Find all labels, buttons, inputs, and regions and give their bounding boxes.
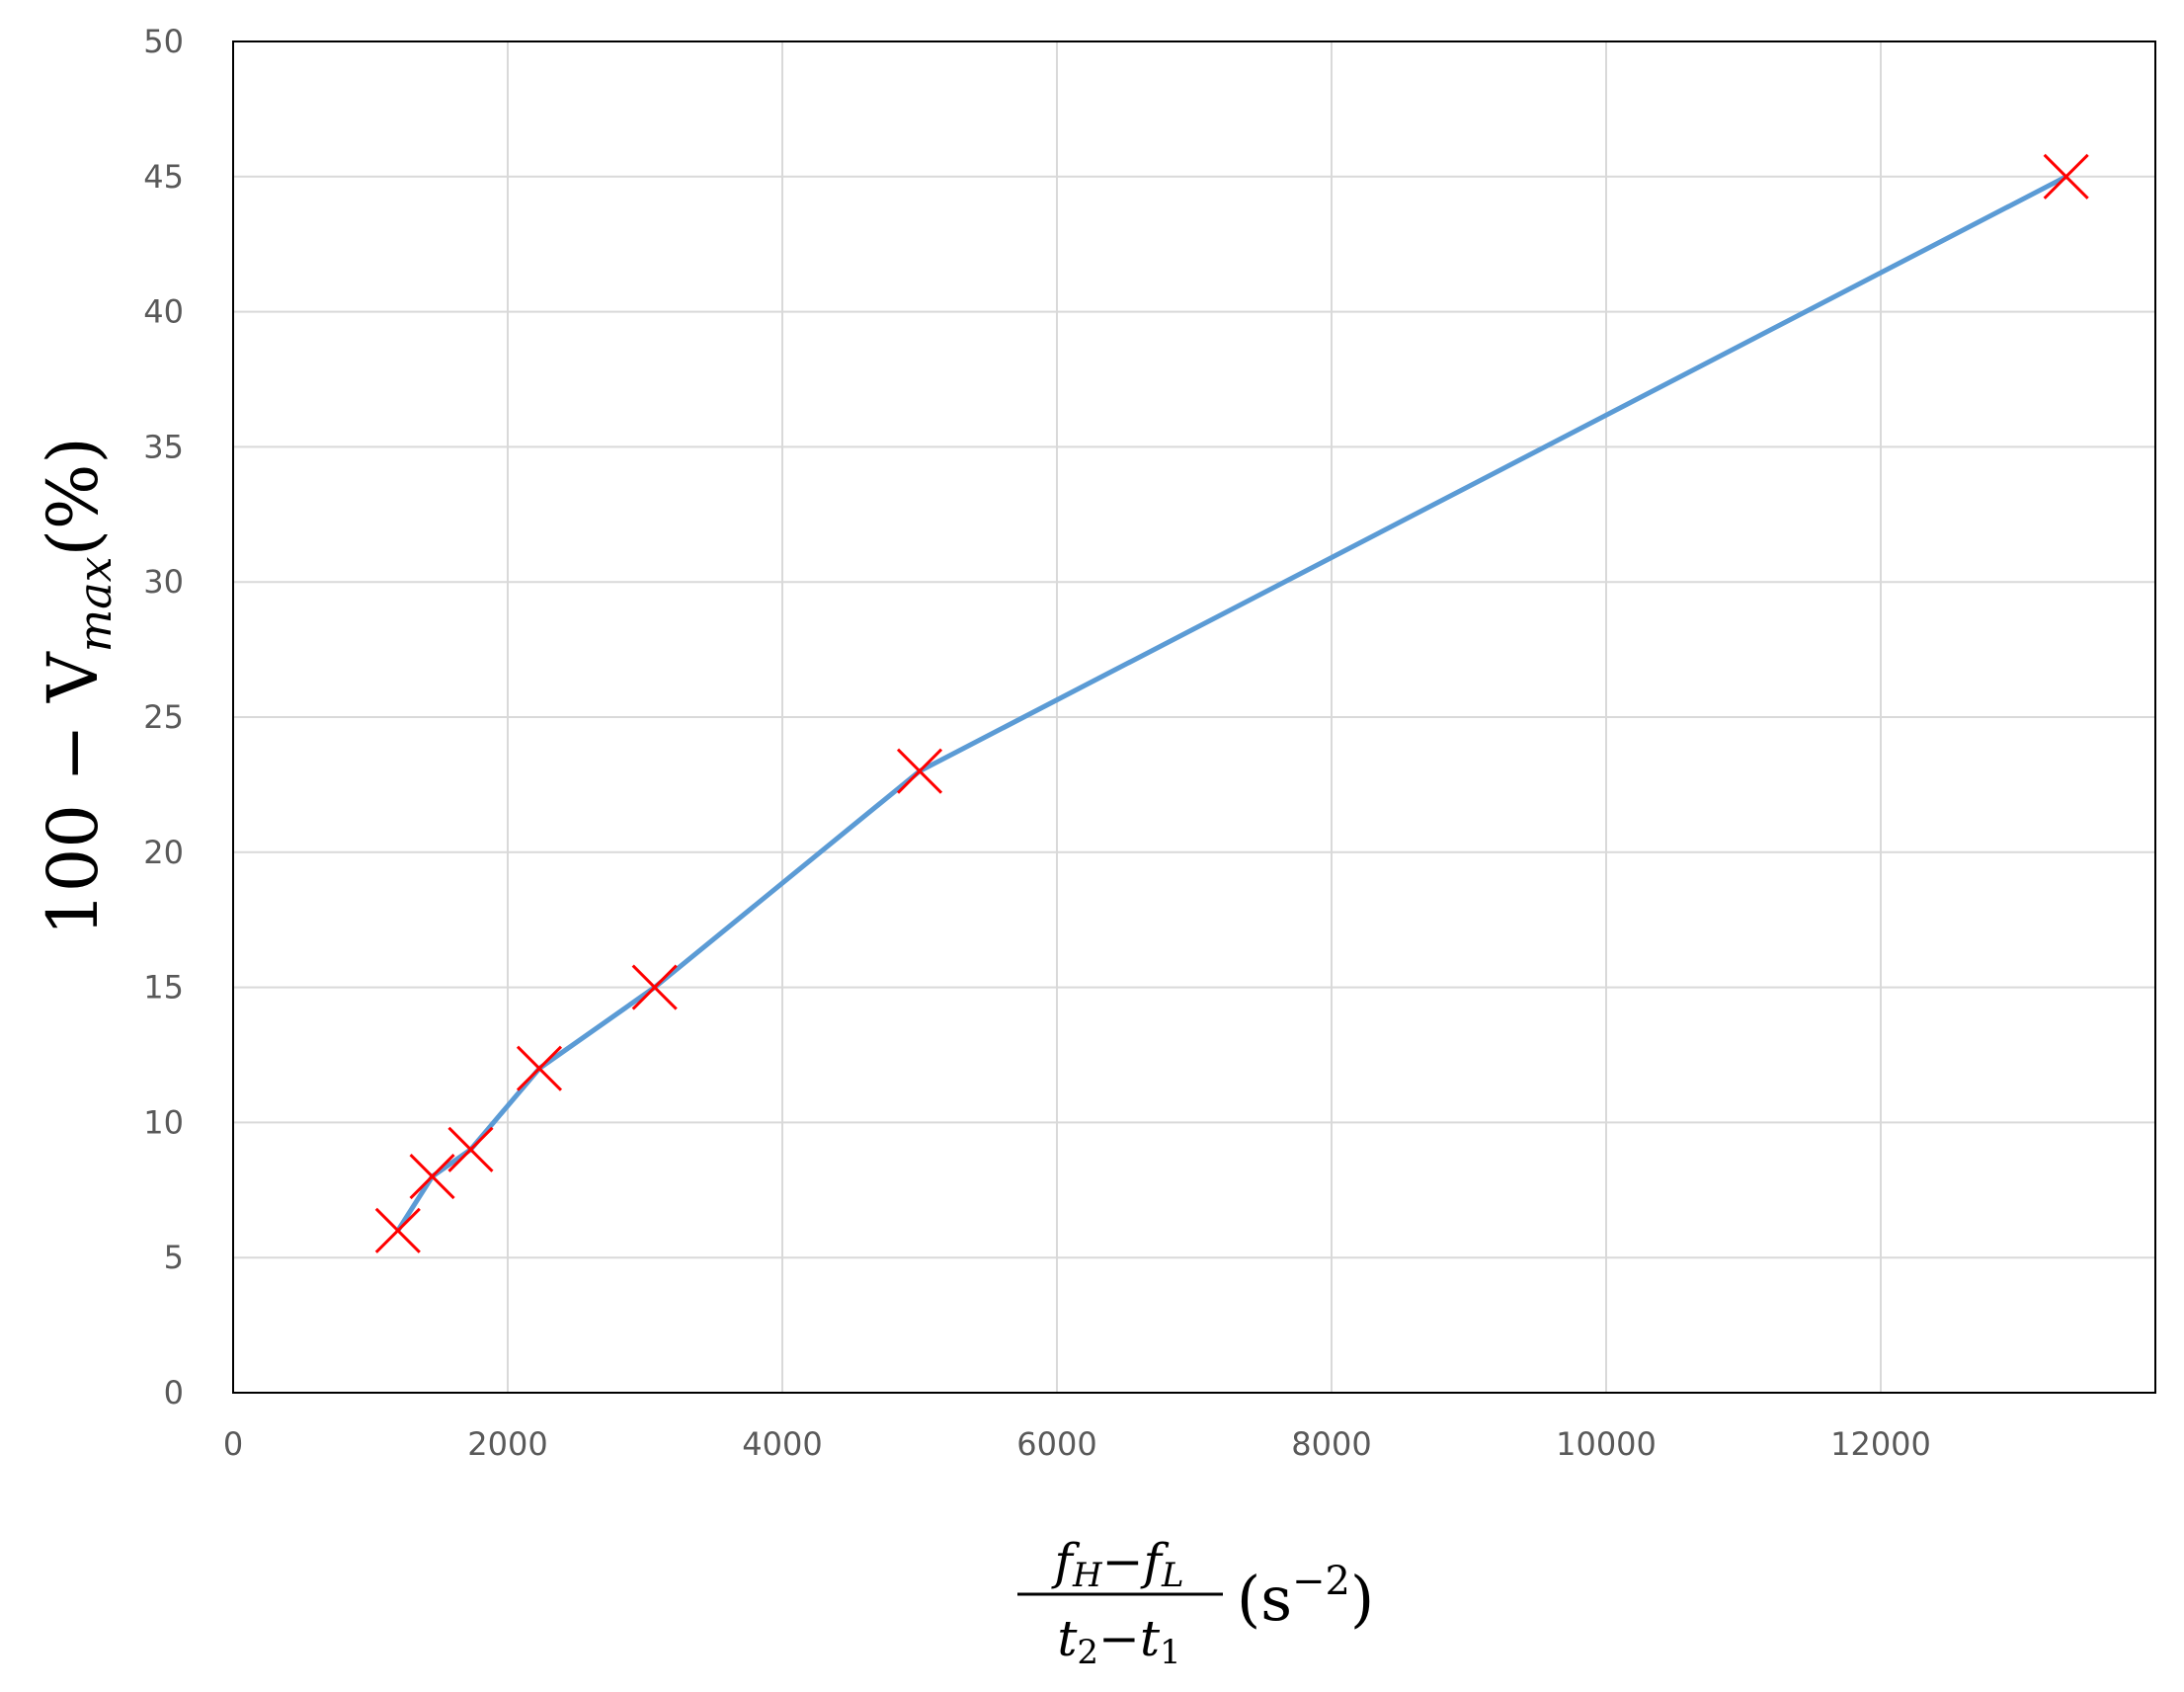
marker-stroke	[896, 748, 943, 794]
denominator-sub-1: 1	[1160, 1633, 1181, 1672]
data-point-marker	[374, 1207, 421, 1253]
y-tick-label: 35	[143, 428, 184, 465]
y-tick-label: 30	[143, 563, 184, 601]
data-point-marker	[631, 964, 678, 1010]
y-axis-title: 100 − Vmax(%)	[33, 437, 121, 935]
marker-stroke	[2043, 153, 2089, 200]
marker-stroke	[409, 1154, 455, 1200]
marker-stroke	[447, 1126, 494, 1172]
series	[374, 153, 2089, 1253]
y-tick-label: 25	[143, 698, 184, 736]
y-tick-label: 50	[143, 23, 184, 60]
denominator-sub-2: 2	[1077, 1633, 1098, 1672]
unit-close: )	[1350, 1563, 1374, 1635]
data-point-marker	[409, 1154, 455, 1200]
x-tick-label: 8000	[1291, 1425, 1371, 1463]
numerator-f2: −f	[1102, 1533, 1170, 1590]
unit-exponent: −2	[1292, 1559, 1350, 1604]
numerator-sub-l: L	[1161, 1556, 1184, 1595]
data-point-marker	[516, 1045, 563, 1091]
y-tick-label: 15	[143, 969, 184, 1007]
y-tick-label: 10	[143, 1103, 184, 1141]
x-tick-label: 12000	[1830, 1425, 1931, 1463]
numerator-sub-h: H	[1072, 1556, 1103, 1595]
marker-stroke	[631, 964, 678, 1010]
y-axis-title-suffix: (%)	[33, 437, 114, 556]
x-axis-title: fH−fL t2−t1 (s−2)	[1017, 1533, 1374, 1672]
y-tick-label: 5	[164, 1239, 184, 1276]
y-tick-label: 20	[143, 834, 184, 871]
data-point-marker	[2043, 153, 2089, 200]
y-tick-label: 40	[143, 293, 184, 331]
x-tick-label: 2000	[467, 1425, 547, 1463]
x-tick-label: 0	[223, 1425, 243, 1463]
x-tick-label: 6000	[1016, 1425, 1096, 1463]
y-axis-title-prefix: 100 − V	[33, 651, 114, 936]
marker-stroke	[516, 1045, 563, 1091]
y-tick-label: 45	[143, 158, 184, 196]
x-axis-title-denominator: t2−t1	[1057, 1610, 1180, 1672]
denominator-t1: t	[1057, 1610, 1078, 1667]
data-point-marker	[896, 748, 943, 794]
y-axis-title-subscript: max	[68, 556, 121, 652]
x-axis-title-numerator: fH−fL	[1050, 1533, 1183, 1595]
marker-stroke	[374, 1207, 421, 1253]
unit-open: (s	[1237, 1563, 1292, 1635]
x-axis-title-unit: (s−2)	[1237, 1559, 1374, 1635]
x-tick-label: 4000	[742, 1425, 822, 1463]
data-point-marker	[447, 1126, 494, 1172]
denominator-t2: −t	[1098, 1610, 1161, 1667]
x-tick-label: 10000	[1556, 1425, 1657, 1463]
plot-area-frame	[232, 40, 2156, 1394]
y-tick-label: 0	[164, 1374, 184, 1411]
tick-labels: 0 5 10 15 20 25 30 35 40 45 50 0 2000 4000 6000 8000 100…	[143, 23, 1931, 1463]
